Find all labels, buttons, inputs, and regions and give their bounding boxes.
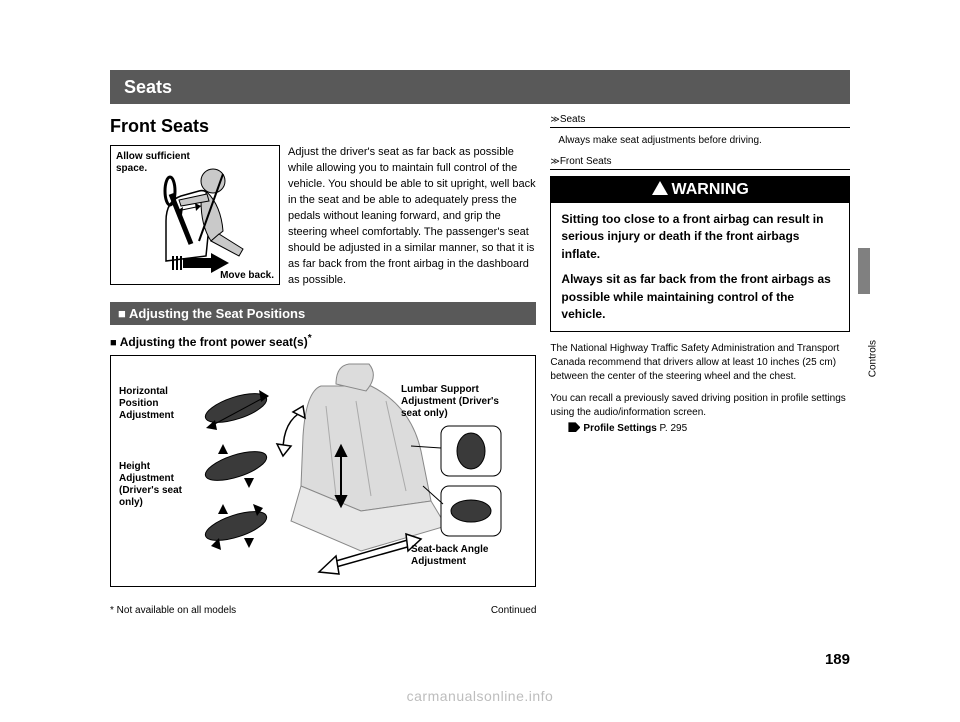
label-seatback: Seat-back Angle Adjustment xyxy=(411,544,521,568)
ref-marker-icon: ≫ xyxy=(550,114,559,124)
footer-row: * Not available on all models Continued xyxy=(110,595,536,616)
profile-ref-page: P. 295 xyxy=(660,423,688,434)
right-column: ≫Seats Always make seat adjustments befo… xyxy=(550,114,850,616)
ref-arrow-icon xyxy=(568,422,580,432)
warning-title: WARNING xyxy=(672,181,749,198)
intro-row: Allow sufficient space. Move back. xyxy=(110,145,536,288)
warning-body: Sitting too close to a front airbag can … xyxy=(551,203,849,331)
seat-space-svg xyxy=(111,146,281,286)
side-ref-text: Front Seats xyxy=(560,156,612,167)
section-tab xyxy=(858,248,870,294)
sub-heading-text: Adjusting the Seat Positions xyxy=(129,306,305,321)
section-tab-label: Controls xyxy=(867,340,878,377)
footnote: * Not available on all models xyxy=(110,605,236,616)
watermark: carmanualsonline.info xyxy=(407,688,554,704)
sub-sub-heading: ■ Adjusting the front power seat(s)* xyxy=(110,333,536,349)
side-ref-seats: ≫Seats xyxy=(550,114,850,125)
warning-header: WARNING xyxy=(551,177,849,203)
page-number: 189 xyxy=(825,651,850,668)
intro-text: Adjust the driver's seat as far back as … xyxy=(288,145,536,288)
label-lumbar: Lumbar Support Adjustment (Driver's seat… xyxy=(401,384,521,420)
sub-heading-bar: ■ Adjusting the Seat Positions xyxy=(110,302,536,325)
two-column-layout: Front Seats Allow sufficient space. Move… xyxy=(110,114,850,616)
manual-page: Seats Front Seats Allow sufficient space… xyxy=(110,70,850,670)
side-text-1: Always make seat adjustments before driv… xyxy=(558,134,850,148)
asterisk-note: * xyxy=(308,333,312,344)
warning-p2: Always sit as far back from the front ai… xyxy=(561,271,839,323)
profile-ref-line: Profile Settings P. 295 xyxy=(568,422,850,436)
profile-ref-label: Profile Settings xyxy=(583,423,656,434)
label-horizontal: Horizontal Position Adjustment xyxy=(119,386,189,422)
divider xyxy=(550,169,850,170)
square-bullet-icon: ■ xyxy=(110,337,120,349)
recall-text: You can recall a previously saved drivin… xyxy=(550,392,850,420)
power-seat-diagram: Horizontal Position Adjustment Height Ad… xyxy=(110,355,536,587)
square-bullet-icon: ■ xyxy=(118,306,129,321)
chapter-bar: Seats xyxy=(110,70,850,104)
seat-space-figure: Allow sufficient space. Move back. xyxy=(110,145,280,285)
sub-sub-text: Adjusting the front power seat(s) xyxy=(120,335,308,349)
side-ref-front-seats: ≫Front Seats xyxy=(550,156,850,167)
warning-p1: Sitting too close to a front airbag can … xyxy=(561,211,839,263)
warning-box: WARNING Sitting too close to a front air… xyxy=(550,176,850,332)
label-height: Height Adjustment (Driver's seat only) xyxy=(119,461,197,509)
ref-marker-icon: ≫ xyxy=(550,156,559,166)
left-column: Front Seats Allow sufficient space. Move… xyxy=(110,114,536,616)
nhtsa-text: The National Highway Traffic Safety Admi… xyxy=(550,342,850,384)
section-title: Front Seats xyxy=(110,116,536,137)
warning-triangle-icon xyxy=(652,181,668,195)
side-ref-text: Seats xyxy=(560,114,586,125)
divider xyxy=(550,127,850,128)
continued-label: Continued xyxy=(491,605,537,616)
